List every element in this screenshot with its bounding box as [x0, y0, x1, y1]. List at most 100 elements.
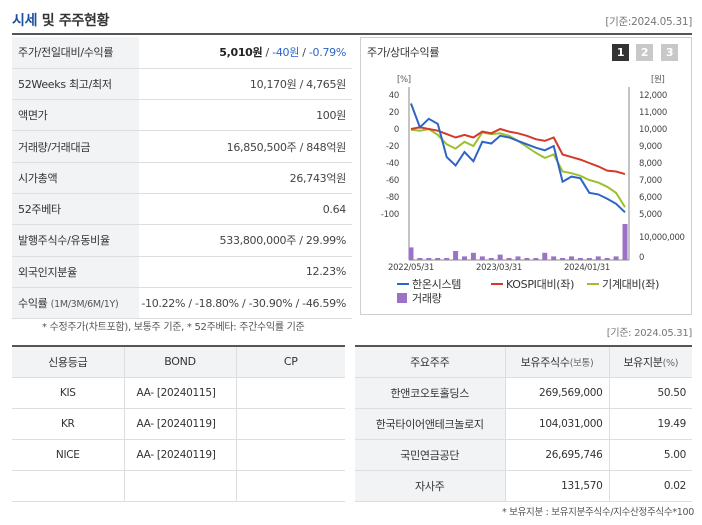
volume-bar [542, 252, 548, 260]
table-row: KR AA- [20240119] [12, 408, 345, 440]
volume-bar [577, 258, 583, 260]
bond-cell: AA- [20240115] [124, 377, 237, 409]
col-header-holder: 주요주주 [355, 346, 506, 378]
holders-footnote: * 보유지분 : 보유지분주식수/지수산정주식수*100 [501, 507, 694, 518]
volume-bar [613, 256, 619, 260]
row-label: 수익률 (1M/3M/6M/1Y) [12, 287, 139, 320]
agency-cell [12, 470, 125, 502]
row-label: 발행주식수/유동비율 [12, 224, 139, 257]
holder-name: 국민연금공단 [355, 439, 506, 471]
left-tick-label: -100 [381, 210, 399, 220]
chart-page-2-button[interactable]: 2 [636, 44, 653, 61]
row-label: 거래량/거래대금 [12, 130, 139, 163]
holder-name: 자사주 [355, 470, 506, 502]
col-header-cp: CP [236, 346, 345, 378]
row-value: 16,850,500주 / 848억원 [139, 130, 352, 163]
bond-cell [124, 470, 237, 502]
col-header-shares: 보유주식수(보통) [505, 346, 610, 378]
table-row: 한앤코오토홀딩스 269,569,000 50.50 [355, 377, 692, 409]
cp-cell [236, 470, 345, 502]
cp-cell [236, 377, 345, 409]
top-divider [12, 33, 692, 35]
holder-name: 한앤코오토홀딩스 [355, 377, 506, 409]
left-axis-unit: [%] [397, 75, 411, 85]
chart-panel: 주가/상대수익률 1 2 3 [%] [원] 40 20 0 -20 -40 -60 -80 -1… [360, 37, 692, 315]
table-header-row: 신용등급 BOND CP [12, 346, 345, 378]
row-value: 12.23% [139, 256, 352, 288]
right-tick-label: 7,000 [639, 176, 662, 186]
table-row: 발행주식수/유동비율 533,800,000주 / 29.99% [12, 224, 352, 257]
left-tick-label: -40 [386, 159, 399, 169]
reference-date-2: [기준: 2024.05.31] [606, 328, 693, 339]
volume-bar [560, 258, 566, 260]
table-row: 52주베타 0.64 [12, 193, 352, 226]
right-tick-label: 10,000 [639, 125, 667, 135]
volume-bar [506, 258, 512, 260]
volume-bar [462, 256, 467, 260]
row-label: 52Weeks 최고/최저 [12, 68, 139, 101]
section-title: 시세 및 주주현황 [12, 13, 110, 29]
row-value: 26,743억원 [139, 162, 352, 194]
cp-cell [236, 408, 345, 440]
col-header-bond: BOND [124, 346, 237, 378]
table-row: 한국타이어앤테크놀로지 104,031,000 19.49 [355, 408, 692, 440]
row-label: 주가/전일대비/수익률 [12, 37, 139, 69]
price-change-value: 5,010원 / -40원 / -0.79% [139, 37, 352, 69]
legend-label: KOSPI대비(좌) [506, 278, 574, 291]
right-tick-label: 8,000 [639, 159, 662, 169]
row-value: 533,800,000주 / 29.99% [139, 224, 352, 257]
volume-bar [479, 256, 485, 260]
table-header-row: 주요주주 보유주식수(보통) 보유지분(%) [355, 346, 692, 378]
legend-label: 거래량 [412, 292, 442, 305]
chart-page-3-button[interactable]: 3 [661, 44, 678, 61]
table-row: 거래량/거래대금 16,850,500주 / 848억원 [12, 130, 352, 163]
col-header-ratio: 보유지분(%) [609, 346, 692, 378]
row-value: 10,170원 / 4,765원 [139, 68, 352, 101]
left-tick-label: 0 [394, 125, 399, 135]
table-row: 외국인지분율 12.23% [12, 256, 352, 288]
table-row: 주가/전일대비/수익률 5,010원 / -40원 / -0.79% [12, 37, 352, 69]
table-row: 수익률 (1M/3M/6M/1Y) -10.22% / -18.80% / -3… [12, 287, 352, 320]
legend-label: 기계대비(좌) [602, 278, 659, 291]
left-tick-label: -60 [386, 176, 399, 186]
volume-bar [417, 258, 423, 260]
row-value: 0.64 [139, 193, 352, 226]
table-row: 국민연금공단 26,695,746 5.00 [355, 439, 692, 471]
legend-swatch [397, 293, 407, 303]
right-tick-label: 6,000 [639, 193, 662, 203]
series-line [410, 126, 626, 176]
left-tick-label: -80 [386, 193, 399, 203]
left-tick-label: -20 [386, 142, 399, 152]
volume-bar [515, 256, 521, 260]
bond-cell: AA- [20240119] [124, 439, 237, 471]
price-table: 주가/전일대비/수익률 5,010원 / -40원 / -0.79% 52Wee… [12, 37, 352, 320]
volume-tick-label: 0 [639, 253, 644, 263]
volume-bar [569, 256, 574, 260]
row-label: 시가총액 [12, 162, 139, 194]
volume-bar [497, 254, 503, 260]
table-row: 액면가 100원 [12, 99, 352, 132]
left-tick-label: 20 [389, 108, 399, 118]
row-label: 52주베타 [12, 193, 139, 226]
cp-cell [236, 439, 345, 471]
table-row [12, 470, 345, 502]
holder-shares: 104,031,000 [505, 408, 610, 440]
holder-ratio: 50.50 [609, 377, 692, 409]
holder-ratio: 0.02 [609, 470, 692, 502]
chart-page-1-button[interactable]: 1 [612, 44, 629, 61]
reference-date: [기준:2024.05.31] [605, 16, 692, 28]
row-value: 100원 [139, 99, 352, 132]
col-header-rating: 신용등급 [12, 346, 125, 378]
holder-ratio: 19.49 [609, 408, 692, 440]
table-row: 시가총액 26,743억원 [12, 162, 352, 194]
relative-return-chart: [%] [원] 40 20 0 -20 -40 -60 -80 -100 12,000 11,000 1… [381, 75, 685, 305]
volume-bar [524, 258, 530, 260]
volume-bar [470, 252, 476, 260]
volume-bar [488, 258, 494, 260]
volume-bar [444, 258, 450, 260]
volume-bar [453, 251, 459, 260]
right-tick-label: 9,000 [639, 142, 662, 152]
volume-bar [533, 258, 539, 260]
right-tick-label: 11,000 [639, 108, 667, 118]
volume-tick-label: 10,000,000 [639, 233, 685, 243]
